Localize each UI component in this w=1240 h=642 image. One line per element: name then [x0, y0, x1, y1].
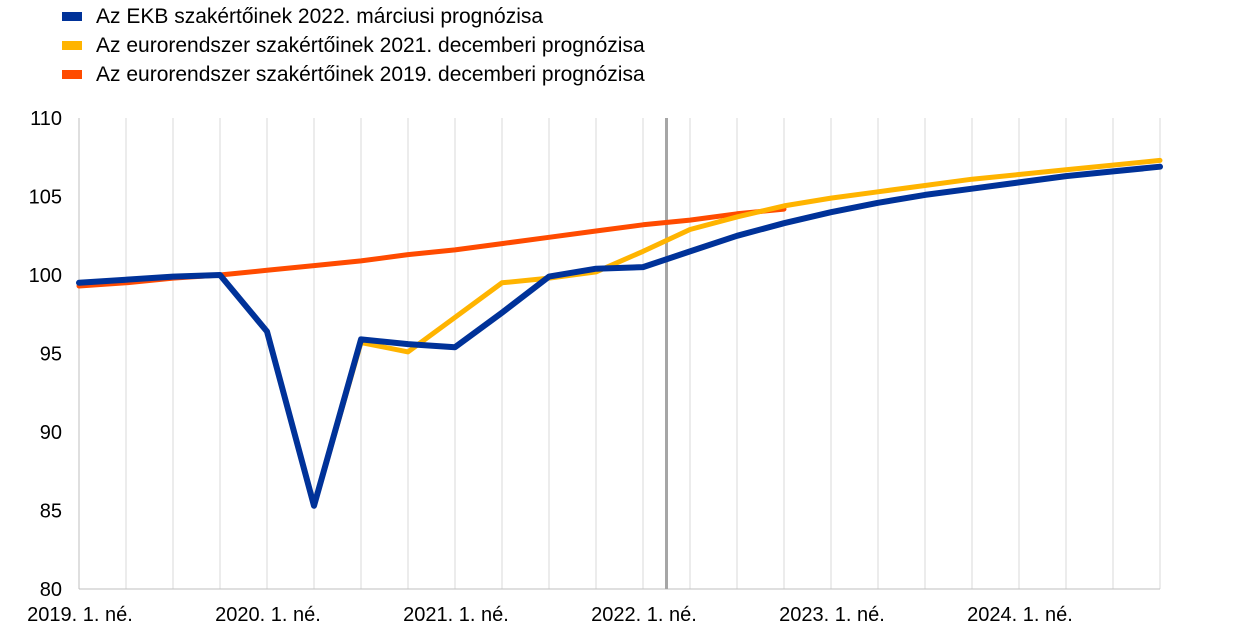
- series-lines: [76, 157, 1163, 509]
- x-tick-label: 2022. 1. né.: [591, 604, 697, 626]
- legend-swatch-ekb-2022-march: [62, 12, 82, 21]
- axes: [78, 118, 1160, 590]
- y-tick-label: 110: [30, 108, 62, 130]
- x-tick-label: 2023. 1. né.: [779, 604, 885, 626]
- series-line-ekb-2022-march: [76, 163, 1163, 509]
- y-tick-label: 95: [40, 344, 62, 366]
- x-tick-label: 2020. 1. né.: [215, 604, 321, 626]
- legend-label-eurosystem-2019-december: Az eurorendszer szakértőinek 2019. decem…: [96, 63, 645, 86]
- legend-item-eurosystem-2021-december: Az eurorendszer szakértőinek 2021. decem…: [62, 31, 645, 60]
- y-tick-label: 90: [40, 422, 62, 444]
- legend-label-eurosystem-2021-december: Az eurorendszer szakértőinek 2021. decem…: [96, 34, 645, 57]
- x-tick-label: 2019. 1. né.: [27, 604, 133, 626]
- y-tick-label: 85: [40, 501, 62, 523]
- y-tick-label: 105: [29, 187, 62, 209]
- x-tick-label: 2021. 1. né.: [403, 604, 509, 626]
- legend-swatch-eurosystem-2021-december: [62, 41, 82, 50]
- grid-lines: [125, 118, 1161, 589]
- y-axis-tick-labels: 80 85 90 95 100 105 110: [29, 108, 62, 601]
- x-tick-label: 2024. 1. né.: [967, 604, 1073, 626]
- y-tick-label: 80: [40, 579, 62, 601]
- y-tick-label: 100: [29, 265, 62, 287]
- legend-item-eurosystem-2019-december: Az eurorendszer szakértőinek 2019. decem…: [62, 60, 645, 89]
- legend-label-ekb-2022-march: Az EKB szakértőinek 2022. márciusi progn…: [96, 5, 544, 28]
- chart-legend: Az EKB szakértőinek 2022. márciusi progn…: [62, 2, 645, 89]
- legend-swatch-eurosystem-2019-december: [62, 70, 82, 79]
- x-axis-tick-labels: 2019. 1. né. 2020. 1. né. 2021. 1. né. 2022…: [27, 604, 1073, 626]
- series-line-eurosystem-2021-december: [76, 157, 1163, 509]
- legend-item-ekb-2022-march: Az EKB szakértőinek 2022. márciusi progn…: [62, 2, 645, 31]
